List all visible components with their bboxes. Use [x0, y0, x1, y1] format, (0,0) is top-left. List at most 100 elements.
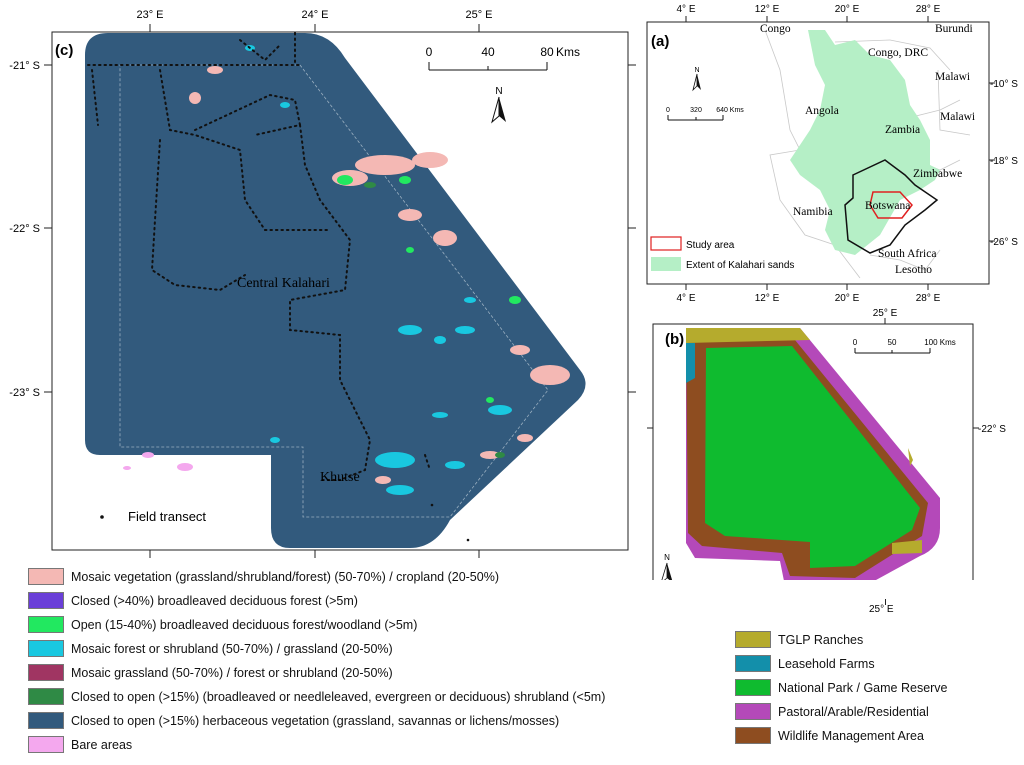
legend-b-item: TGLP Ranches — [735, 631, 863, 648]
scale-b-100: 100 Kms — [924, 338, 956, 347]
closed-shrub-patches — [364, 182, 505, 458]
legend-c-swatch — [28, 640, 64, 657]
country-burundi: Burundi — [935, 23, 973, 35]
panel-c-scale-bar: 0 40 80 Kms — [426, 45, 580, 71]
legend-c-swatch — [28, 568, 64, 585]
north-arrow-a-icon: N — [692, 67, 701, 92]
legend-c-label: Closed to open (>15%) herbaceous vegetat… — [71, 713, 560, 728]
legend-b-label: Leasehold Farms — [778, 656, 875, 671]
country-malawi-2: Malawi — [940, 111, 975, 123]
b-tick-bottom — [885, 599, 886, 605]
b-lat-22: -22° S — [978, 424, 1006, 435]
country-lesotho: Lesotho — [895, 264, 932, 276]
zone-leasehold — [686, 343, 695, 383]
legend-c-label: Closed (>40%) broadleaved deciduous fore… — [71, 593, 358, 608]
legend-c-item: Closed to open (>15%) herbaceous vegetat… — [28, 712, 559, 729]
legend-b-label: Pastoral/Arable/Residential — [778, 704, 929, 719]
legend-landcover: Mosaic vegetation (grassland/shrubland/f… — [28, 565, 648, 760]
legend-c-swatch — [28, 712, 64, 729]
a-lat-10: -10° S — [990, 79, 1018, 90]
zone-national-park — [705, 346, 920, 568]
place-central-kalahari: Central Kalahari — [237, 276, 330, 291]
legend-study-area-swatch — [650, 236, 682, 251]
legend-b-item: National Park / Game Reserve — [735, 679, 948, 696]
scale-c-unit: Kms — [556, 45, 580, 59]
legend-c-label: Bare areas — [71, 737, 133, 752]
legend-b-item: Wildlife Management Area — [735, 727, 924, 744]
country-botswana: Botswana — [865, 200, 910, 212]
legend-b-item: Leasehold Farms — [735, 655, 875, 672]
legend-b-item: Pastoral/Arable/Residential — [735, 703, 929, 720]
scale-c-80: 80 — [540, 45, 554, 59]
b-lon-bottom: 25° E — [869, 604, 894, 615]
legend-land-use: TGLP Ranches Leasehold Farms National Pa… — [735, 630, 1020, 755]
legend-c-item: Mosaic vegetation (grassland/shrubland/f… — [28, 568, 499, 585]
lon-tick-24: 24° E — [301, 9, 328, 21]
legend-c-label: Mosaic forest or shrubland (50-70%) / gr… — [71, 641, 393, 656]
legend-c-swatch — [28, 616, 64, 633]
scale-b-0: 0 — [853, 338, 858, 347]
scale-a-0: 0 — [666, 107, 670, 114]
scale-b-50: 50 — [888, 338, 897, 347]
legend-c-item: Closed to open (>15%) (broadleaved or ne… — [28, 688, 605, 705]
legend-kalahari: Extent of Kalahari sands — [686, 260, 794, 271]
legend-study-area: Study area — [686, 240, 735, 251]
scale-a-640: 640 Kms — [716, 107, 744, 114]
mosaic-veg-patches — [189, 66, 570, 484]
botswana-outline — [844, 159, 939, 254]
north-arrow-c-icon: N — [491, 86, 506, 124]
legend-c-label: Mosaic grassland (50-70%) / forest or sh… — [71, 665, 393, 680]
legend-b-label: TGLP Ranches — [778, 632, 864, 647]
legend-b-swatch — [735, 679, 771, 696]
panel-c-label: (c) — [55, 42, 73, 59]
legend-b-label: National Park / Game Reserve — [778, 680, 948, 695]
lon-tick-23: 23° E — [136, 9, 163, 21]
zone-tglp-bottom — [892, 540, 922, 554]
panel-c-map: 23° E 24° E 25° E -21° S -22° S -23° S — [0, 0, 650, 560]
country-malawi-1: Malawi — [935, 71, 970, 83]
lon-tick-25: 25° E — [465, 9, 492, 21]
open-forest-patches — [337, 175, 521, 403]
kalahari-sands-extent — [790, 30, 940, 255]
bare-area-patches — [123, 452, 193, 471]
legend-kalahari-swatch — [651, 257, 681, 271]
transect-dot-icon — [100, 515, 104, 519]
a-lon-4: 4° E — [676, 4, 695, 15]
panel-b-svg: 25° E -22° S (b) 0 50 100 Kms N — [647, 308, 1006, 580]
panel-b-label: (b) — [665, 331, 684, 348]
panel-a-svg: 4° E 12° E 20° E 28° E 4° E 12° E 20° E … — [646, 4, 1018, 304]
a-lat-26: -26° S — [990, 237, 1018, 248]
zone-tglp-east — [908, 448, 913, 466]
country-south-africa: South Africa — [878, 248, 936, 260]
place-khutse: Khutse — [320, 470, 360, 485]
north-a-letter: N — [694, 67, 699, 74]
panel-a-ticks — [685, 16, 995, 290]
legend-c-item: Closed (>40%) broadleaved deciduous fore… — [28, 592, 358, 609]
legend-b-swatch — [735, 727, 771, 744]
study-area-landcover — [85, 33, 586, 548]
a-lon-4-b: 4° E — [676, 293, 695, 304]
country-zimbabwe: Zimbabwe — [913, 168, 962, 180]
legend-b-label: Wildlife Management Area — [778, 728, 924, 743]
field-transect-dots — [87, 32, 431, 481]
country-zambia: Zambia — [885, 124, 920, 136]
lat-tick-21: -21° S — [9, 60, 40, 72]
a-lon-20-b: 20° E — [835, 293, 860, 304]
scale-c-40: 40 — [481, 45, 495, 59]
country-congo-drc: Congo, DRC — [868, 47, 928, 59]
legend-c-swatch — [28, 736, 64, 753]
panel-c-svg: 23° E 24° E 25° E -21° S -22° S -23° S — [9, 9, 636, 558]
reserve-boundary — [119, 64, 549, 518]
a-lon-28-b: 28° E — [916, 293, 941, 304]
lat-tick-22: -22° S — [9, 223, 40, 235]
panel-a-scale-bar: 0 320 640 Kms — [666, 107, 744, 121]
lat-tick-23: -23° S — [9, 387, 40, 399]
country-namibia: Namibia — [793, 206, 833, 218]
north-b-letter: N — [664, 553, 670, 562]
legend-c-item: Bare areas — [28, 736, 132, 753]
scale-a-320: 320 — [690, 107, 702, 114]
study-area-outline — [869, 191, 913, 219]
panel-c-ticks — [44, 24, 636, 558]
legend-c-item: Mosaic grassland (50-70%) / forest or sh… — [28, 664, 393, 681]
legend-c-swatch — [28, 688, 64, 705]
